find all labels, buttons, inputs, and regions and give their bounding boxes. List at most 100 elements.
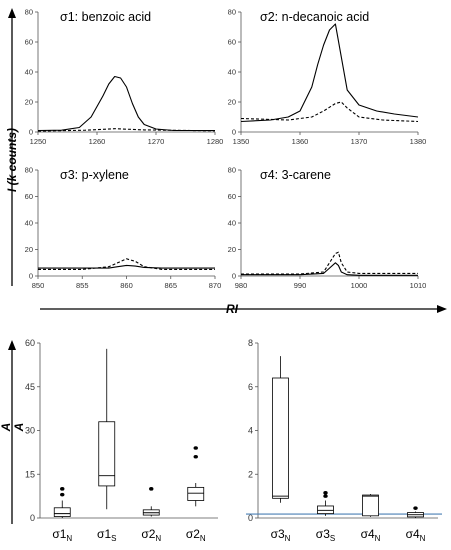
x-tick-label: 1280	[207, 137, 224, 146]
box-σ1-S: σ1S	[97, 348, 116, 543]
box-iqr	[53, 507, 71, 517]
series-dashed-line	[38, 258, 215, 270]
outlier-point	[193, 454, 198, 459]
box-panel-1: 0 15 30 45 60 σ1N σ1S σ2N σ2N	[25, 338, 218, 543]
y-tick-label: 20	[25, 98, 33, 107]
category-subscript: N	[375, 534, 381, 543]
y-tick-label: 6	[248, 382, 253, 392]
category-subscript: N	[200, 534, 206, 543]
series-dashed-line	[241, 251, 418, 275]
x-tick-label: 980	[235, 281, 248, 290]
outlier-point	[149, 487, 154, 491]
line-panel-3: 0 20 40 60 80 850 855 860 865 870	[25, 166, 222, 291]
top-y-arrowhead	[8, 8, 16, 18]
category-subscript: N	[66, 534, 72, 543]
outlier-point	[60, 487, 65, 491]
line-panel-1: 0 20 40 60 80 1250 1260 1270 1280	[25, 8, 224, 147]
bottom-y-axis-label: A A	[0, 421, 26, 433]
x-tick-label: 850	[32, 281, 45, 290]
y-tick-label: 60	[228, 192, 236, 201]
y-tick-label: 0	[29, 272, 33, 281]
box-σ2-N: σ2N	[186, 446, 206, 543]
box-iqr	[272, 377, 289, 499]
box-σ2-N: σ2N	[141, 487, 161, 543]
x-tick-label: 1260	[89, 137, 106, 146]
y-tick-label: 80	[228, 166, 236, 175]
panel-title-sigma4: σ4: 3-carene	[260, 168, 331, 182]
category-label: σ4N	[361, 527, 381, 543]
y-tick-label: 60	[25, 338, 35, 348]
category-label: σ3S	[316, 527, 335, 543]
y-tick-label: 40	[228, 68, 236, 77]
series-solid-line	[241, 262, 418, 276]
y-tick-label: 0	[232, 128, 236, 137]
ratio-numerator: A	[0, 423, 13, 433]
category-label: σ1N	[52, 527, 72, 543]
top-x-arrowhead	[437, 305, 447, 313]
line-panel-2: 0 20 40 60 80 1350 1360 1370 1380	[228, 8, 427, 147]
category-subscript: N	[285, 534, 291, 543]
y-tick-label: 60	[25, 38, 33, 47]
box-σ4-N: σ4N	[361, 493, 381, 543]
x-tick-label: 1270	[148, 137, 165, 146]
y-tick-label: 60	[25, 192, 33, 201]
y-tick-label: 4	[248, 426, 253, 436]
y-tick-label: 60	[228, 38, 236, 47]
y-tick-label: 20	[228, 245, 236, 254]
x-tick-label: 855	[76, 281, 89, 290]
box-σ1-N: σ1N	[52, 487, 72, 543]
panel-title-sigma1: σ1: benzoic acid	[60, 10, 151, 24]
category-label: σ2N	[186, 527, 206, 543]
y-tick-label: 0	[248, 513, 253, 523]
line-panel-4: 0 20 40 60 80 980 990 1000 1010	[228, 166, 427, 291]
y-tick-label: 20	[228, 98, 236, 107]
y-tick-label: 80	[25, 8, 33, 17]
x-tick-label: 1360	[292, 137, 309, 146]
y-tick-label: 0	[30, 513, 35, 523]
x-tick-label: 870	[209, 281, 222, 290]
x-tick-label: 990	[294, 281, 307, 290]
series-solid-line	[240, 23, 419, 123]
top-y-axis-label: I (k counts)	[5, 128, 19, 192]
x-tick-label: 1350	[233, 137, 250, 146]
box-iqr	[362, 494, 379, 517]
category-subscript: N	[420, 534, 426, 543]
box-iqr	[98, 421, 116, 487]
category-label: σ3N	[271, 527, 291, 543]
y-tick-label: 15	[25, 469, 35, 479]
outlier-point	[60, 492, 65, 497]
ratio-denominator: A	[12, 423, 26, 433]
box-iqr	[317, 505, 334, 515]
bottom-y-arrowhead	[8, 340, 16, 350]
top-x-axis-label: RI	[226, 302, 239, 316]
series-dashed-line	[37, 128, 216, 132]
series-solid-line	[38, 264, 215, 269]
outlier-point	[413, 506, 418, 510]
box-panel-2: 0 2 4 6 8 σ3N σ3S σ4N σ4N	[246, 338, 442, 543]
y-tick-label: 80	[228, 8, 236, 17]
box-σ3-N: σ3N	[271, 356, 291, 543]
x-tick-label: 860	[120, 281, 133, 290]
x-tick-label: 1380	[410, 137, 427, 146]
y-tick-label: 2	[248, 469, 253, 479]
category-subscript: S	[111, 534, 116, 543]
y-tick-label: 0	[29, 128, 33, 137]
category-subscript: N	[155, 534, 161, 543]
box-σ3-S: σ3S	[316, 491, 335, 543]
series-dashed-line	[240, 101, 419, 123]
x-tick-label: 865	[164, 281, 177, 290]
y-tick-label: 8	[248, 338, 253, 348]
outlier-point	[193, 446, 198, 450]
panel-title-sigma2: σ2: n-decanoic acid	[260, 10, 369, 24]
y-tick-label: 80	[25, 166, 33, 175]
outlier-point	[323, 494, 328, 498]
category-label: σ2N	[141, 527, 161, 543]
y-tick-label: 45	[25, 382, 35, 392]
x-tick-label: 1250	[30, 137, 47, 146]
category-label: σ1S	[97, 527, 116, 543]
box-σ4-N: σ4N	[406, 506, 426, 543]
y-tick-label: 30	[25, 426, 35, 436]
y-tick-label: 0	[232, 272, 236, 281]
y-tick-label: 20	[25, 245, 33, 254]
